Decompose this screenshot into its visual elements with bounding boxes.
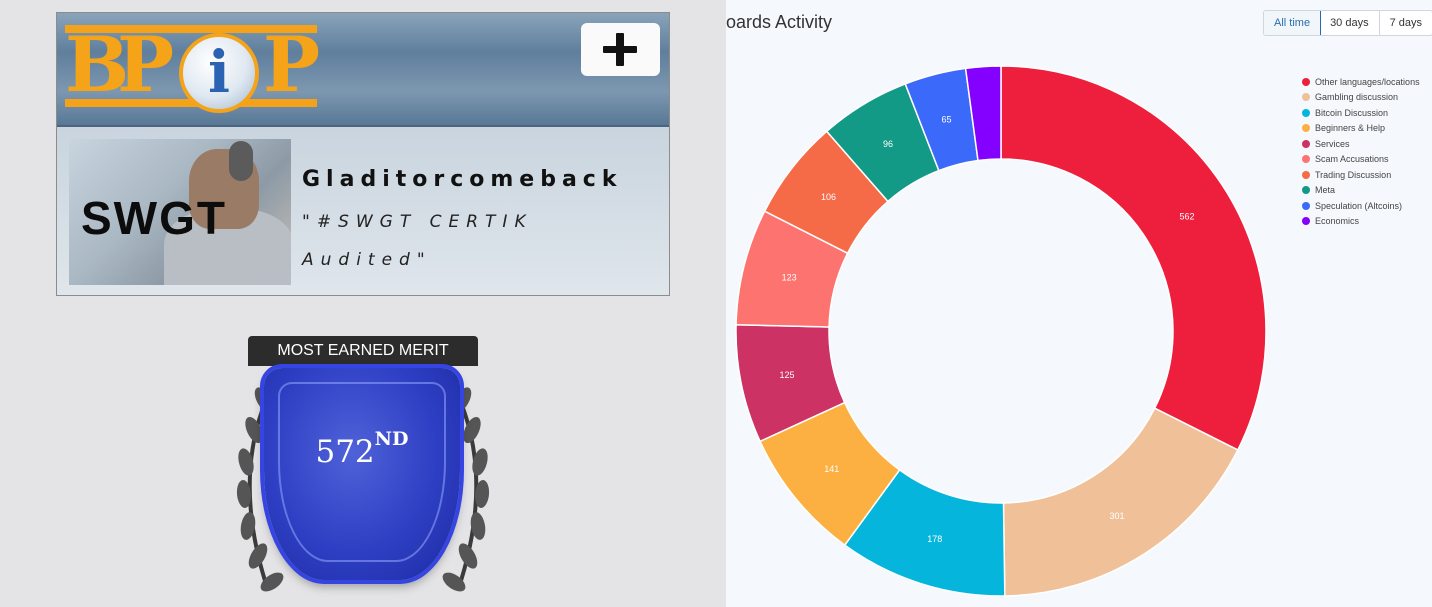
profile-body: SWGT Gladitorcomeback "#SWGT CERTIK Audi… [57, 127, 669, 295]
rank-suffix: ND [374, 428, 409, 450]
slice-label-5: 123 [782, 273, 797, 283]
legend-swatch [1302, 170, 1310, 179]
slice-label-0: 562 [1179, 211, 1194, 221]
legend-item[interactable]: Other languages/locations [1302, 74, 1420, 90]
range-all-time[interactable]: All time [1264, 11, 1322, 35]
rank-number: 572 [315, 434, 375, 470]
slice-label-3: 141 [824, 464, 839, 474]
legend-item[interactable]: Bitcoin Discussion [1302, 105, 1420, 121]
legend-swatch [1302, 201, 1310, 210]
chart-title: oards Activity [726, 12, 833, 32]
range-selector: All time 30 days 7 days [1263, 10, 1432, 36]
activity-panel: oards Activity All time 30 days 7 days 5… [726, 0, 1432, 607]
slice-label-7: 96 [883, 139, 893, 149]
legend-label: Scam Accusations [1315, 154, 1389, 165]
legend-swatch [1302, 139, 1310, 148]
donut-chart: 562 301 178 141 125 123 106 96 65 [735, 65, 1267, 597]
bpip-logo[interactable]: B P i P [57, 13, 377, 125]
legend-swatch [1302, 93, 1310, 102]
legend-label: Other languages/locations [1315, 76, 1420, 87]
legend-item[interactable]: Beginners & Help [1302, 121, 1420, 137]
legend-swatch [1302, 108, 1310, 117]
profile-banner: B P i P [57, 13, 669, 127]
legend-swatch [1302, 124, 1310, 133]
range-30-days[interactable]: 30 days [1320, 11, 1380, 35]
profile-card: B P i P SWGT Gladitorcomeback "#SWGT CER… [56, 12, 670, 296]
legend-item[interactable]: Meta [1302, 183, 1420, 199]
legend-label: Beginners & Help [1315, 123, 1386, 134]
slice-label-2: 178 [927, 534, 942, 544]
legend-swatch [1302, 155, 1310, 164]
legend-item[interactable]: Scam Accusations [1302, 152, 1420, 168]
chart-legend: Other languages/locations Gambling discus… [1302, 74, 1420, 229]
donut-slice-0[interactable] [1000, 65, 1267, 451]
slice-label-4: 125 [779, 370, 794, 380]
merit-badge: MOST EARNED MERIT 572ND [228, 330, 498, 600]
legend-item[interactable]: Economics [1302, 214, 1420, 230]
legend-label: Trading Discussion [1315, 169, 1392, 180]
merit-rank: 572ND [264, 428, 460, 470]
slice-label-1: 301 [1110, 511, 1125, 521]
legend-label: Bitcoin Discussion [1315, 107, 1389, 118]
range-7-days[interactable]: 7 days [1389, 17, 1423, 29]
donut-slice-9[interactable] [964, 65, 1002, 162]
badge-label: MOST EARNED MERIT [277, 342, 449, 359]
legend-label: Speculation (Altcoins) [1315, 200, 1403, 211]
legend-label: Gambling discussion [1315, 92, 1399, 103]
legend-swatch [1302, 217, 1310, 226]
profile-panel: B P i P SWGT Gladitorcomeback "#SWGT CER… [56, 12, 670, 600]
legend-item[interactable]: Gambling discussion [1302, 90, 1420, 106]
username[interactable]: Gladitorcomeback [302, 167, 623, 192]
legend-swatch [1302, 186, 1310, 195]
avatar-text: SWGT [81, 192, 227, 244]
legend-swatch [1302, 77, 1310, 86]
legend-label: Meta [1315, 185, 1336, 196]
legend-label: Economics [1315, 216, 1360, 227]
avatar[interactable]: SWGT [69, 139, 291, 285]
slice-label-6: 106 [821, 192, 836, 202]
shield-icon [264, 368, 460, 580]
donut-slice-1[interactable] [1002, 407, 1239, 597]
legend-item[interactable]: Trading Discussion [1302, 167, 1420, 183]
legend-item[interactable]: Speculation (Altcoins) [1302, 198, 1420, 214]
slice-label-8: 65 [942, 114, 952, 124]
add-button[interactable] [581, 23, 660, 76]
personal-text: "#SWGT CERTIK Audited" [302, 212, 533, 270]
legend-label: Services [1315, 138, 1350, 149]
laurel-right-icon [442, 379, 490, 592]
legend-item[interactable]: Services [1302, 136, 1420, 152]
